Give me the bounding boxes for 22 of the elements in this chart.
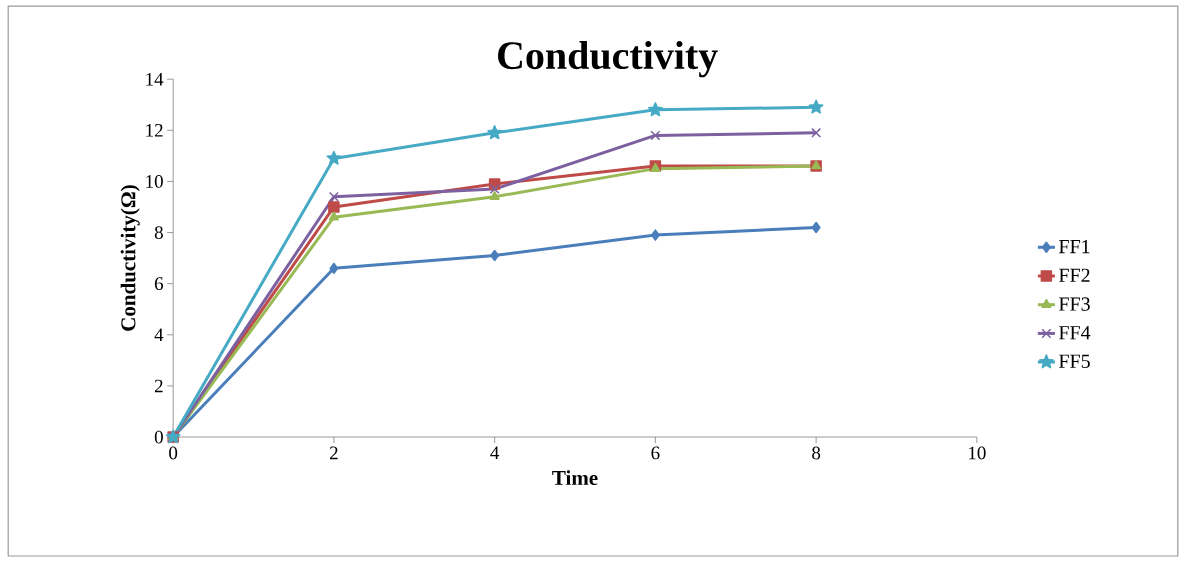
y-tick-label: 4 [154, 328, 164, 341]
legend-label: FF2 [1058, 268, 1090, 282]
y-tick-label: 0 [154, 430, 163, 444]
y-tick-label: 6 [154, 277, 164, 290]
y-tick-label: 12 [146, 123, 163, 137]
legend-label: FF5 [1058, 354, 1090, 368]
x-tick-label: 6 [651, 446, 660, 460]
y-tick-label: 14 [146, 72, 164, 86]
legend-label: FF1 [1058, 239, 1090, 254]
legend-label: FF3 [1058, 297, 1090, 311]
x-tick-label: 4 [490, 446, 500, 459]
y-tick-label: 10 [146, 174, 163, 188]
chart-title: Conductivity [498, 40, 718, 78]
x-tick-label: 10 [969, 446, 986, 460]
x-tick-label: 0 [169, 446, 178, 460]
y-axis-title: Conductivity(Ω) [120, 185, 140, 331]
x-tick-label: 2 [329, 446, 338, 460]
y-tick-label: 2 [154, 379, 163, 393]
x-tick-label: 8 [812, 446, 821, 460]
x-axis-title: Time [552, 470, 598, 485]
y-tick-label: 8 [154, 226, 163, 239]
legend-label: FF4 [1058, 326, 1091, 340]
